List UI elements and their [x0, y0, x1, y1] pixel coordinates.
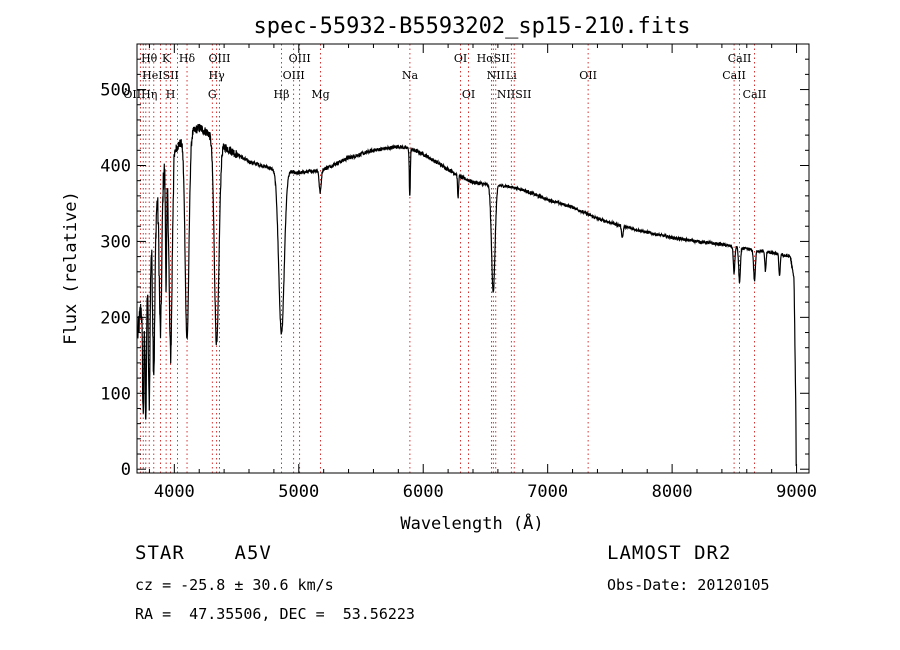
line-label-3: OIII — [208, 52, 230, 65]
line-label-13: Li — [506, 69, 517, 82]
line-label-4: OIII — [289, 52, 311, 65]
x-tick-label-4: 8000 — [652, 482, 693, 502]
chart-title: spec-55932-B5593202_sp15-210.fits — [253, 14, 690, 39]
line-label-16: OIIHη — [123, 88, 157, 101]
line-label-11: Na — [402, 69, 419, 82]
line-label-7: CaII — [728, 52, 752, 65]
observation-date: Obs-Date: 20120105 — [607, 576, 770, 594]
line-label-14: OII — [579, 69, 597, 82]
x-tick-label-2: 6000 — [403, 482, 444, 502]
y-tick-label-0: 0 — [121, 460, 131, 480]
y-axis-label: Flux (relative) — [61, 191, 81, 345]
x-tick-label-1: 5000 — [278, 482, 319, 502]
axes-group: 4000 5000 6000 7000 8000 9000 0 100 200 300 400 500 — [100, 44, 817, 502]
line-label-17: H — [166, 88, 176, 101]
x-tick-label-0: 4000 — [154, 482, 195, 502]
line-marker-group: Hθ K Hδ OIII OIII OI HαSII CaII HeISII Hγ OIII Na NI… — [123, 44, 766, 473]
redshift-velocity: cz = -25.8 ± 30.6 km/s — [135, 576, 334, 594]
x-axis-label: Wavelength (Å) — [400, 512, 543, 534]
spectrum-line — [137, 123, 797, 466]
line-label-21: OI — [462, 88, 475, 101]
coordinates: RA = 47.35506, DEC = 53.56223 — [135, 605, 415, 623]
y-tick-label-1: 100 — [100, 384, 131, 404]
line-label-6: HαSII — [477, 52, 510, 65]
y-tick-label-4: 400 — [100, 156, 131, 176]
line-label-22: NIISII — [497, 88, 532, 101]
line-label-8: HeISII — [142, 69, 179, 82]
line-label-5: OI — [454, 52, 467, 65]
object-class: STAR A5V — [135, 542, 272, 564]
line-label-1: K — [162, 52, 171, 65]
line-label-19: Hβ — [274, 88, 290, 101]
survey-name: LAMOST DR2 — [607, 542, 732, 564]
y-tick-label-3: 300 — [100, 232, 131, 252]
line-label-18: G — [208, 88, 217, 101]
line-label-12: NII — [487, 69, 505, 82]
line-label-10: OIII — [283, 69, 305, 82]
line-label-0: Hθ — [141, 52, 158, 65]
line-label-2: Hδ — [179, 52, 196, 65]
plot-frame — [136, 43, 810, 474]
y-tick-label-2: 200 — [100, 308, 131, 328]
y-tick-label-5: 500 — [100, 81, 131, 101]
line-label-23: CaII — [743, 88, 767, 101]
x-tick-label-5: 9000 — [776, 482, 817, 502]
line-label-20: Mg — [311, 88, 329, 101]
line-label-15: CaII — [722, 69, 746, 82]
line-label-9: Hγ — [209, 69, 226, 82]
x-tick-label-3: 7000 — [527, 482, 568, 502]
